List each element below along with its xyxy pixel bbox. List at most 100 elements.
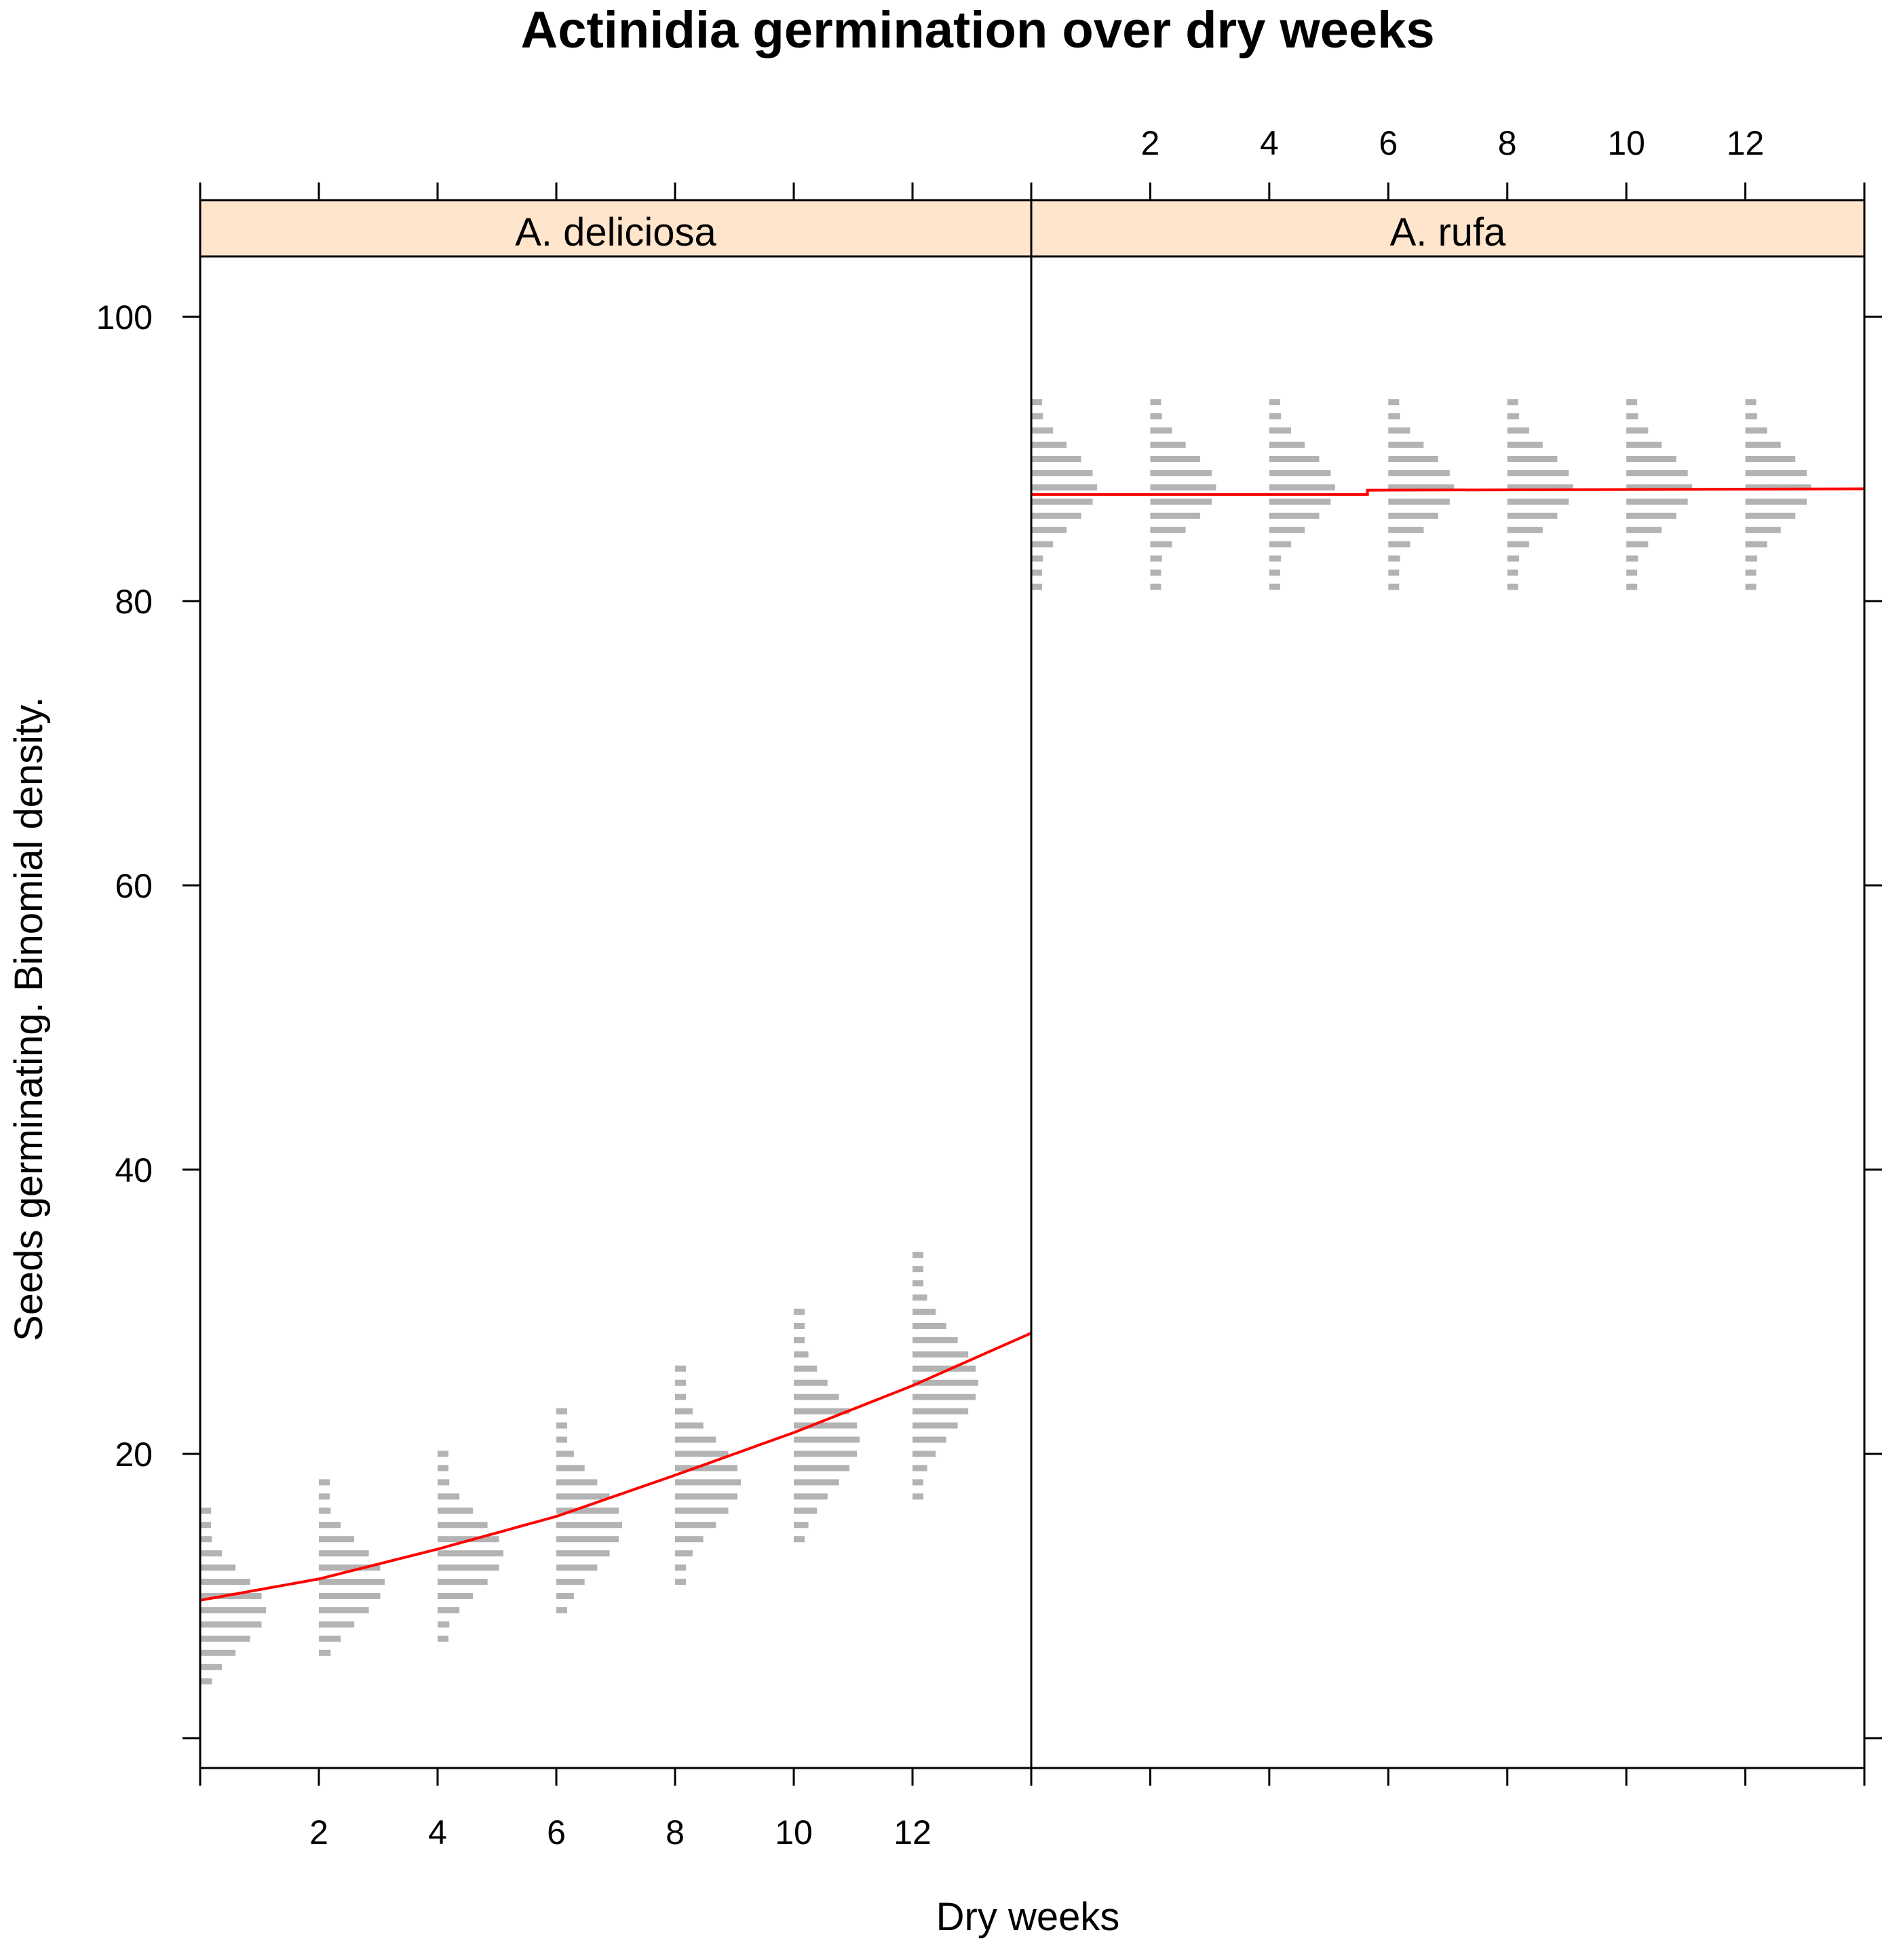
density-bar — [438, 1564, 499, 1571]
density-bar — [913, 1394, 976, 1400]
density-bar — [1745, 541, 1767, 547]
density-bar — [438, 1607, 460, 1613]
density-bar — [438, 1621, 450, 1628]
density-bar — [438, 1579, 488, 1586]
density-bar — [1031, 526, 1067, 533]
density-bar — [794, 1322, 805, 1329]
density-bar — [1626, 484, 1693, 491]
density-bar — [200, 1579, 250, 1586]
density-bar — [1269, 469, 1331, 476]
density-bar — [1150, 583, 1161, 590]
x-tick-label: 6 — [1379, 124, 1398, 162]
density-bar — [1626, 498, 1688, 505]
density-bar — [438, 1536, 499, 1543]
density-bar — [1269, 413, 1282, 420]
density-bar — [556, 1593, 574, 1599]
density-bar — [1269, 512, 1320, 519]
density-bar — [794, 1337, 805, 1343]
y-tick-label: 100 — [96, 299, 153, 337]
density-bar — [675, 1493, 738, 1500]
density-bar — [1507, 526, 1543, 533]
density-bar — [1388, 541, 1410, 547]
density-bar — [675, 1436, 716, 1443]
density-bar — [675, 1408, 693, 1415]
density-bar — [675, 1564, 686, 1571]
density-bar — [913, 1322, 946, 1329]
panel-0: A. deliciosa — [199, 199, 1033, 1769]
density-bar — [200, 1564, 236, 1571]
density-bar — [1031, 512, 1081, 519]
density-bar — [556, 1550, 610, 1557]
density-bar — [794, 1493, 828, 1500]
density-bar — [1507, 541, 1529, 547]
density-bar — [675, 1465, 738, 1472]
density-bar — [556, 1536, 619, 1543]
density-bar — [1150, 512, 1201, 519]
density-bar — [1507, 469, 1569, 476]
strip-label: A. deliciosa — [515, 210, 716, 254]
density-bar — [1745, 569, 1756, 576]
density-bar — [913, 1280, 923, 1287]
density-bar — [913, 1351, 969, 1358]
density-bar — [319, 1479, 330, 1486]
density-bar — [1745, 456, 1796, 462]
x-tick-label: 10 — [775, 1813, 813, 1851]
density-bar — [1150, 526, 1186, 533]
density-bar — [556, 1465, 585, 1472]
density-bar — [319, 1635, 341, 1642]
density-bar — [1269, 456, 1320, 462]
density-bar — [438, 1522, 488, 1529]
axes: 2 4 6 8 10 12 2 4 6 8 10 12 20 40 60 80 100 — [96, 124, 1882, 1851]
density-bar — [438, 1593, 474, 1599]
density-bar — [556, 1493, 610, 1500]
density-bar — [556, 1607, 567, 1613]
density-bar — [794, 1422, 858, 1429]
density-bar — [1150, 555, 1162, 562]
density-bar — [556, 1507, 619, 1514]
density-bar — [1031, 583, 1042, 590]
density-bar — [1507, 583, 1518, 590]
density-bar — [1388, 569, 1400, 576]
density-bar — [556, 1579, 585, 1586]
density-bar — [556, 1422, 567, 1429]
density-bar — [556, 1436, 567, 1443]
y-axis-label: Seeds germinating. Binomial density. — [7, 697, 51, 1341]
density-bar — [1031, 413, 1043, 420]
density-bar — [1388, 484, 1455, 491]
x-tick-label: 2 — [309, 1813, 328, 1851]
density-bar — [438, 1450, 448, 1457]
density-bar — [1388, 456, 1438, 462]
density-bar — [1507, 555, 1520, 562]
density-bar — [1745, 484, 1811, 491]
density-bar — [1031, 456, 1081, 462]
x-tick-label: 2 — [1141, 124, 1160, 162]
density-bar — [675, 1379, 686, 1386]
x-tick-label: 4 — [428, 1813, 447, 1851]
density-bar — [319, 1507, 331, 1514]
density-bar — [200, 1635, 250, 1642]
density-bar — [1745, 427, 1767, 434]
density-bar — [1626, 427, 1649, 434]
density-bar — [794, 1450, 858, 1457]
density-bar — [1031, 399, 1042, 406]
density-bar — [1745, 526, 1781, 533]
density-bar — [794, 1436, 860, 1443]
density-bar — [200, 1522, 211, 1529]
density-bar — [675, 1422, 704, 1429]
density-bar — [1031, 555, 1043, 562]
density-bar — [1150, 456, 1201, 462]
density-bar — [1626, 442, 1662, 448]
density-bar — [1626, 456, 1676, 462]
density-bar — [1388, 498, 1450, 505]
density-bar — [556, 1522, 622, 1529]
density-bar — [438, 1550, 503, 1557]
density-bar — [438, 1479, 450, 1486]
x-tick-label: 8 — [1498, 124, 1517, 162]
y-tick-label: 40 — [115, 1151, 153, 1189]
density-bar — [1269, 583, 1280, 590]
density-bar — [1507, 442, 1543, 448]
density-bar — [556, 1408, 567, 1415]
density-bar — [794, 1507, 818, 1514]
density-bar — [675, 1394, 686, 1400]
density-bar — [675, 1579, 686, 1586]
